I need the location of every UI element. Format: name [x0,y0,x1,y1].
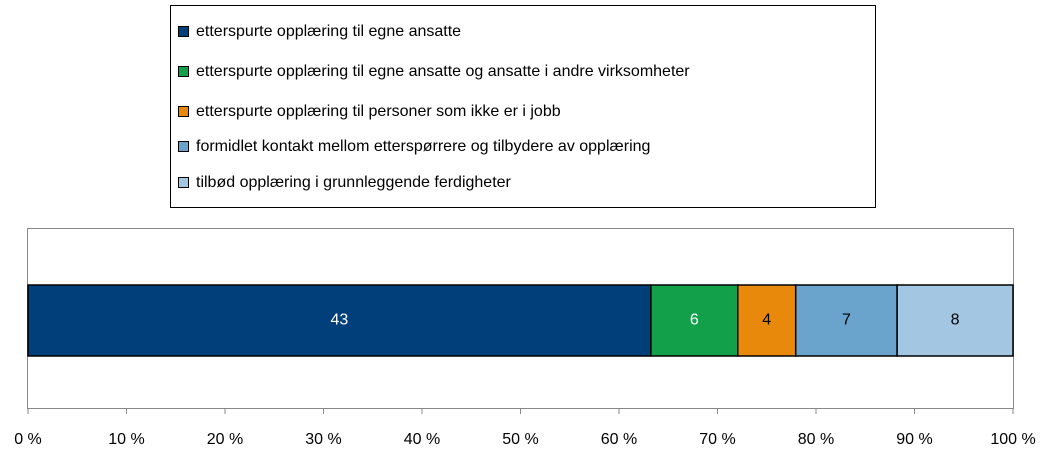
x-tick-label: 40 % [404,431,440,448]
bar-segment [896,284,1014,357]
legend-swatch [178,106,189,117]
legend-label: etterspurte opplæring til egne ansatte [196,23,461,40]
x-tick-label: 50 % [502,431,538,448]
bar-segment [794,284,898,357]
data-label: 43 [331,312,349,329]
x-tick-label: 0 % [14,431,42,448]
bar-segment [27,284,652,357]
legend-box [170,5,876,208]
legend-label: formidlet kontakt mellom etterspørrere o… [196,138,650,155]
bar-segment [650,284,739,357]
legend-label: etterspurte opplæring til personer som i… [196,103,561,120]
legend-swatch [178,141,189,152]
legend-swatch [178,66,189,77]
legend-label: etterspurte opplæring til egne ansatte o… [196,63,690,80]
x-tick-label: 10 % [108,431,144,448]
x-tick-label: 80 % [798,431,834,448]
x-tick-label: 60 % [601,431,637,448]
data-label: 6 [690,312,699,329]
data-label: 7 [842,312,851,329]
data-label: 8 [951,312,960,329]
x-tick-label: 90 % [896,431,932,448]
x-tick-label: 30 % [305,431,341,448]
data-label: 4 [762,312,771,329]
x-tick-label: 20 % [207,431,243,448]
legend-swatch [178,177,189,188]
x-tick-label: 70 % [699,431,735,448]
bar-segment [737,284,797,357]
legend-label: tilbød opplæring i grunnleggende ferdigh… [196,174,512,191]
x-tick-label: 100 % [990,431,1035,448]
legend-swatch [178,26,189,37]
